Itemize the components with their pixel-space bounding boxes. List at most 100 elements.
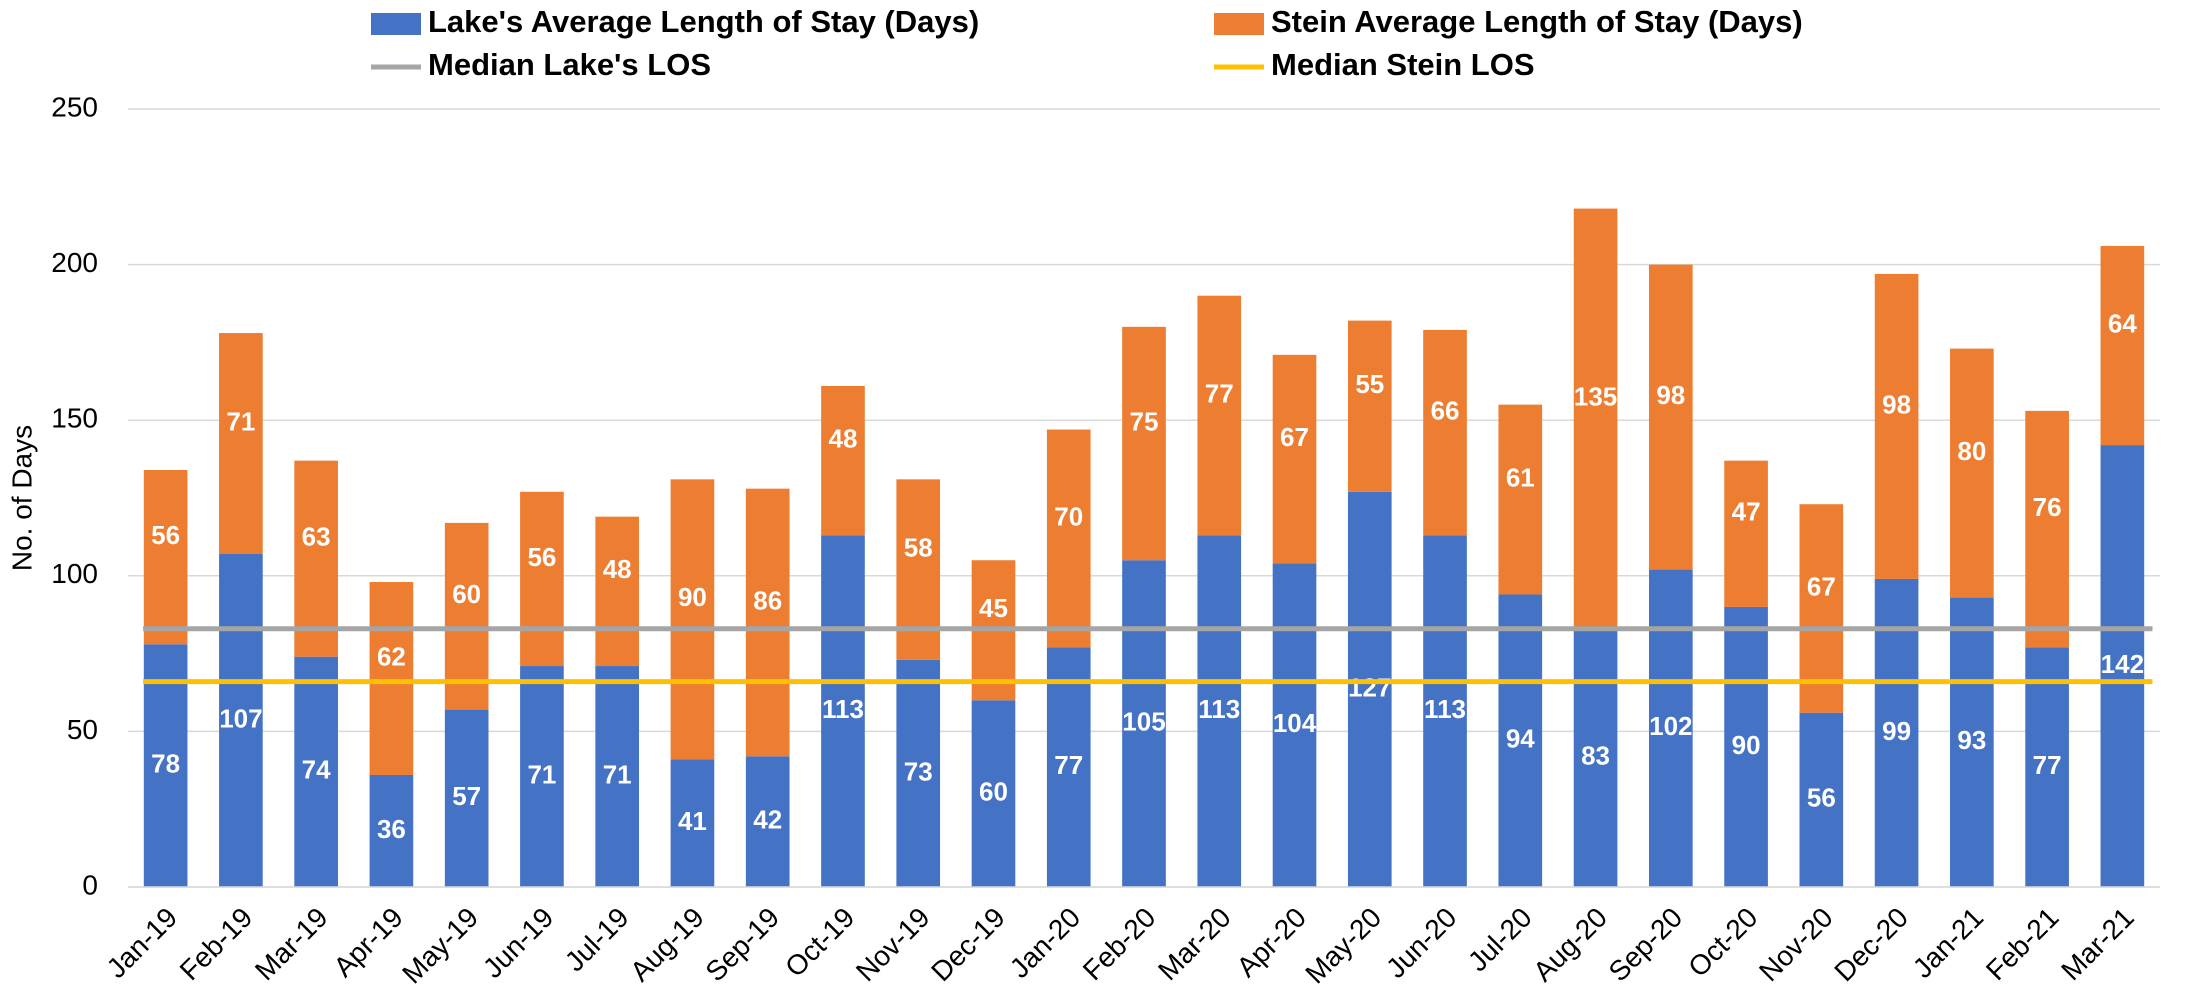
- bar-segment: [1347, 320, 1392, 492]
- bar-segment: [444, 522, 489, 710]
- x-tick-label: Jun-19: [477, 902, 559, 984]
- data-label: 67: [1807, 571, 1836, 601]
- bar-segment: [670, 479, 715, 760]
- bar-segment: [1799, 504, 1844, 713]
- bar-segment: [1799, 712, 1844, 887]
- bar-segment: [2025, 647, 2069, 887]
- data-label: 73: [904, 756, 933, 786]
- bar-segment: [1272, 354, 1317, 564]
- bar-segment: [1573, 208, 1618, 629]
- data-label: 74: [302, 755, 331, 785]
- data-label: 104: [1273, 708, 1317, 738]
- data-label: 90: [678, 582, 707, 612]
- data-label: 78: [151, 749, 180, 779]
- legend-label: Stein Average Length of Stay (Days): [1271, 4, 1803, 39]
- data-label: 57: [452, 781, 481, 811]
- x-tick-label: Dec-19: [925, 902, 1011, 988]
- bar-segment: [1197, 535, 1242, 887]
- data-label: 60: [452, 579, 481, 609]
- bar-segment: [2100, 245, 2145, 446]
- x-tick-label: May-19: [396, 902, 484, 990]
- y-tick-label: 150: [51, 403, 98, 434]
- bar-segment: [1272, 563, 1317, 887]
- bar-segment: [444, 709, 489, 887]
- data-label: 102: [1649, 711, 1692, 741]
- data-label: 83: [1581, 741, 1610, 771]
- x-tick-label: Jan-20: [1004, 902, 1086, 984]
- data-label: 64: [2108, 308, 2137, 338]
- data-label: 66: [1431, 396, 1460, 426]
- data-label: 113: [822, 694, 864, 724]
- y-tick-label: 100: [51, 558, 98, 589]
- bar-segment: [595, 516, 640, 667]
- data-label: 45: [979, 593, 1008, 623]
- bar-segment: [143, 469, 188, 645]
- x-tick-label: May-20: [1299, 902, 1387, 990]
- y-tick-label: 50: [67, 714, 98, 745]
- data-label: 105: [1122, 706, 1165, 736]
- bar-segment: [745, 488, 790, 757]
- bar-segment: [2100, 445, 2145, 887]
- x-tick-label: Aug-19: [624, 902, 710, 988]
- data-label: 127: [1348, 672, 1391, 702]
- data-label: 36: [377, 814, 406, 844]
- bar-segment: [1724, 460, 1768, 607]
- bar-segment: [520, 666, 564, 887]
- data-label: 98: [1656, 380, 1685, 410]
- data-label: 76: [2033, 492, 2062, 522]
- x-tick-label: Jun-20: [1380, 902, 1462, 984]
- bar-segment: [1423, 535, 1467, 887]
- data-label: 93: [1957, 725, 1986, 755]
- x-tick-label: Nov-19: [850, 902, 936, 988]
- y-tick-label: 200: [51, 247, 98, 278]
- data-label: 67: [1280, 422, 1309, 452]
- bar-segment: [1950, 348, 1994, 598]
- data-label: 63: [302, 522, 331, 552]
- bar-segment: [670, 759, 715, 887]
- data-label: 90: [1732, 730, 1761, 760]
- x-tick-label: Oct-19: [779, 902, 860, 983]
- data-label: 56: [527, 542, 556, 572]
- x-tick-label: Aug-20: [1527, 902, 1613, 988]
- legend-label: Lake's Average Length of Stay (Days): [428, 4, 979, 39]
- bar-segment: [1046, 429, 1091, 648]
- data-label: 80: [1957, 436, 1986, 466]
- data-label: 56: [151, 520, 180, 550]
- x-tick-label: Apr-19: [328, 902, 409, 983]
- x-tick-label: Mar-21: [2055, 902, 2140, 987]
- legend-label: Median Lake's LOS: [428, 47, 711, 82]
- data-label: 86: [753, 585, 782, 615]
- data-label: 107: [219, 703, 262, 733]
- bar-segment: [1122, 560, 1166, 887]
- data-label: 77: [1054, 750, 1083, 780]
- bar-segment: [1046, 647, 1091, 887]
- data-label: 71: [603, 759, 632, 789]
- data-label: 77: [2033, 750, 2062, 780]
- bar-segment: [821, 535, 865, 887]
- data-label: 41: [678, 806, 707, 836]
- bar-segment: [1197, 295, 1242, 536]
- x-tick-label: Dec-20: [1828, 902, 1914, 988]
- bar-segment: [971, 700, 1016, 887]
- bar-segment: [745, 756, 790, 887]
- data-label: 70: [1054, 501, 1083, 531]
- y-tick-label: 0: [82, 869, 98, 900]
- bar-segment: [1950, 597, 1994, 887]
- x-tick-label: Oct-20: [1682, 902, 1763, 983]
- data-label: 94: [1506, 724, 1535, 754]
- data-label: 77: [1205, 378, 1234, 408]
- data-label: 58: [904, 532, 933, 562]
- y-axis-label: No. of Days: [6, 425, 37, 571]
- bar-segment: [219, 333, 263, 555]
- data-label: 61: [1506, 462, 1535, 492]
- data-label: 42: [753, 805, 782, 835]
- bar-segment: [1648, 264, 1693, 570]
- bar-segment: [219, 554, 263, 887]
- bar-segment: [896, 659, 941, 887]
- x-tick-label: Jul-20: [1462, 902, 1538, 978]
- x-tick-label: Feb-20: [1077, 902, 1162, 987]
- x-tick-label: Apr-20: [1231, 902, 1312, 983]
- bar-segment: [1648, 569, 1693, 887]
